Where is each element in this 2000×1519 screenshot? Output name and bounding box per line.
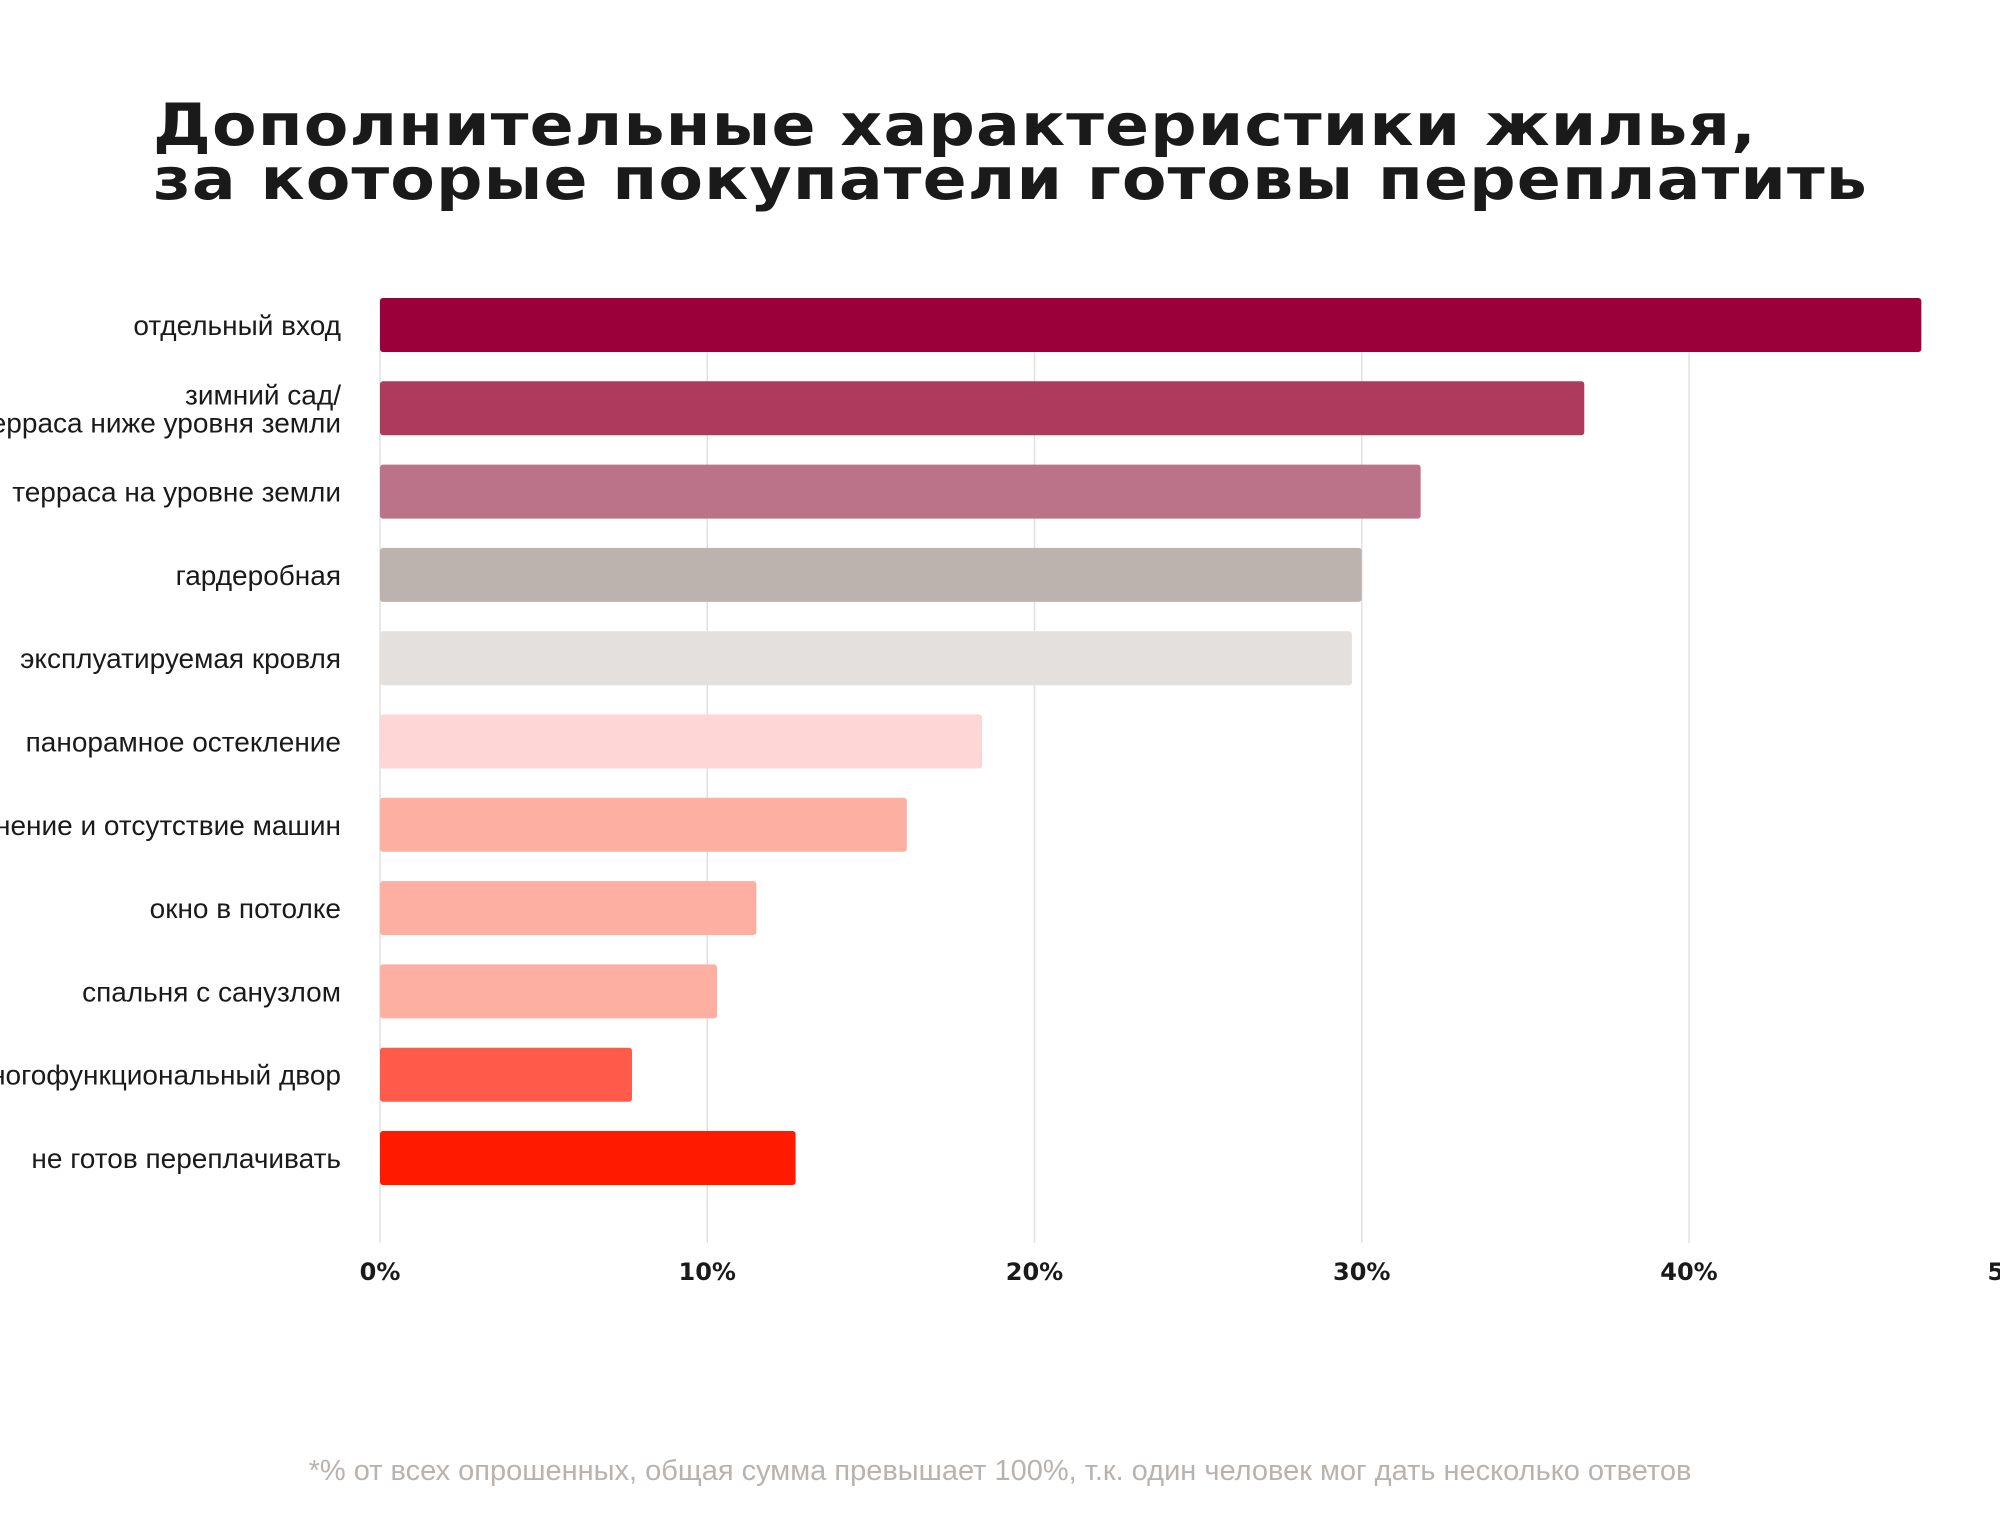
category-label: не готов переплачивать — [31, 1143, 341, 1174]
category-label: эксплуатируемая кровля — [20, 643, 341, 674]
tick-label: 30% — [1333, 1258, 1390, 1286]
tick-label: 40% — [1660, 1258, 1717, 1286]
title-line-2: за которые покупатели готовы переплатить — [153, 145, 1868, 213]
bar — [380, 797, 907, 852]
bar — [380, 298, 1922, 352]
category-label: озеленение и отсутствие машин — [0, 810, 341, 841]
tick-label: 10% — [679, 1258, 736, 1286]
chart-title: Дополнительные характеристики жилья, за … — [153, 91, 1868, 213]
bar — [380, 631, 1352, 686]
tick-label: 20% — [1006, 1258, 1063, 1286]
category-label: панорамное остекление — [26, 727, 341, 758]
category-label: многофункциональный двор — [0, 1060, 341, 1091]
category-label: окно в потолке — [150, 893, 341, 924]
footnote: *% от всех опрошенных, общая сумма превы… — [308, 1455, 1692, 1487]
bar — [380, 1047, 632, 1102]
tick-label: 50% — [1988, 1258, 2000, 1286]
category-label: отдельный вход — [133, 310, 341, 341]
title-line-1: Дополнительные характеристики жилья, — [153, 91, 1757, 159]
bar — [380, 1131, 796, 1185]
bar — [380, 964, 718, 1019]
bar — [380, 714, 983, 769]
tick-label: 0% — [360, 1258, 401, 1286]
bar — [380, 881, 757, 936]
category-label: спальня с санузлом — [82, 976, 341, 1007]
bar — [380, 464, 1421, 519]
category-label: гардеробная — [176, 560, 341, 591]
category-label: зимний сад/терраса ниже уровня земли — [0, 379, 341, 438]
bar — [380, 547, 1362, 602]
bar — [380, 381, 1585, 436]
category-label: терраса на уровне земли — [12, 477, 341, 508]
